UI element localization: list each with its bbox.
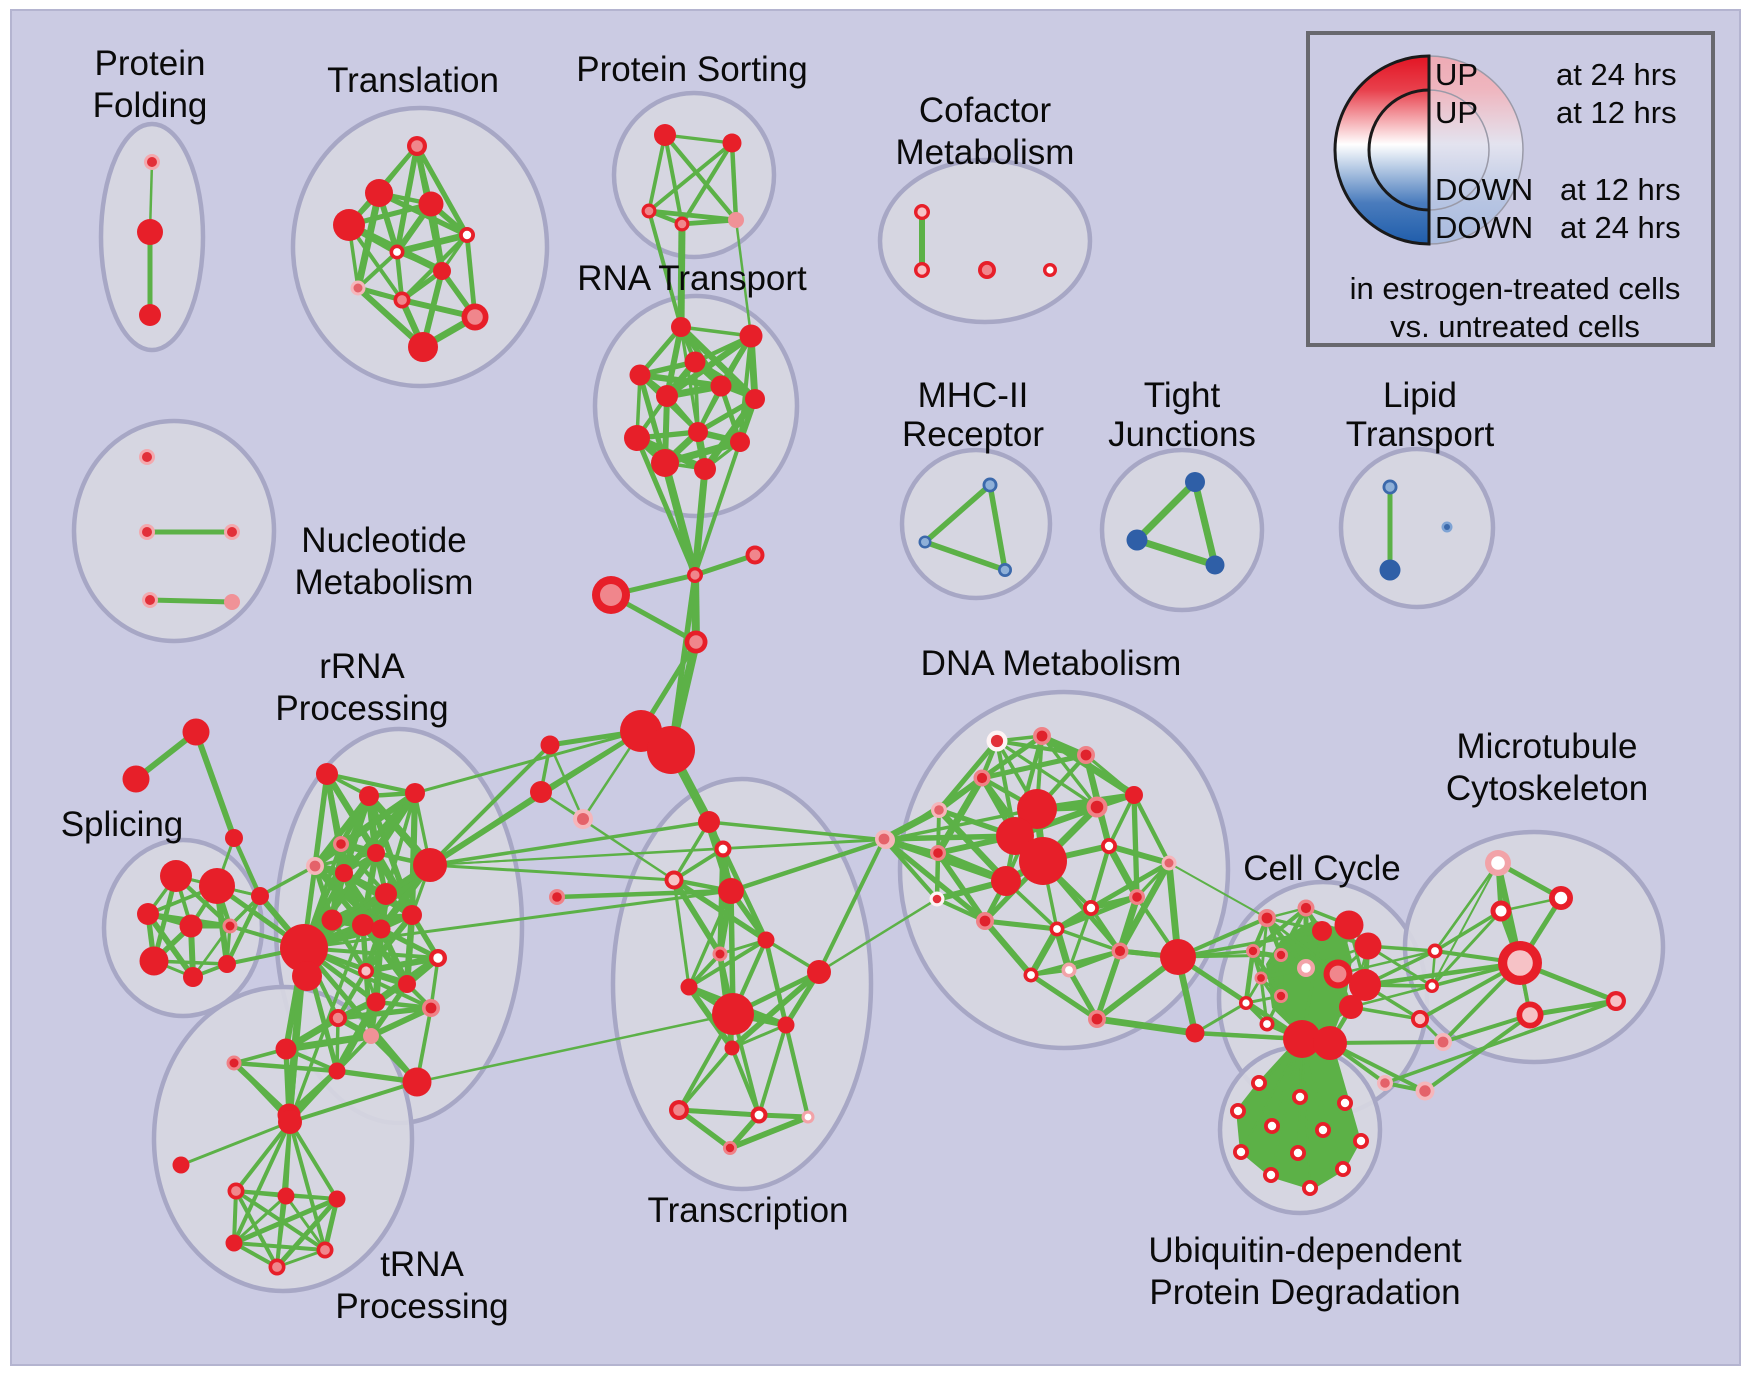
svg-text:DNA Metabolism: DNA Metabolism — [921, 644, 1182, 683]
svg-text:at 24 hrs: at 24 hrs — [1556, 57, 1677, 92]
svg-text:Tight: Tight — [1144, 376, 1221, 415]
svg-text:Processing: Processing — [335, 1287, 508, 1326]
svg-text:tRNA: tRNA — [380, 1245, 464, 1284]
svg-text:Cell Cycle: Cell Cycle — [1243, 849, 1401, 888]
svg-text:Folding: Folding — [93, 86, 208, 125]
svg-text:rRNA: rRNA — [319, 647, 405, 686]
svg-text:Cytoskeleton: Cytoskeleton — [1446, 769, 1648, 808]
svg-text:UP: UP — [1435, 95, 1478, 130]
svg-text:at 12 hrs: at 12 hrs — [1560, 172, 1681, 207]
svg-text:RNA Transport: RNA Transport — [577, 259, 807, 298]
svg-text:Receptor: Receptor — [902, 415, 1044, 454]
svg-text:UP: UP — [1435, 57, 1478, 92]
svg-text:Transcription: Transcription — [648, 1191, 849, 1230]
svg-text:Translation: Translation — [327, 61, 499, 100]
svg-text:Metabolism: Metabolism — [896, 133, 1075, 172]
svg-text:vs. untreated cells: vs. untreated cells — [1390, 309, 1640, 344]
svg-text:Nucleotide: Nucleotide — [301, 521, 466, 560]
svg-text:MHC-II: MHC-II — [918, 376, 1029, 415]
svg-text:Ubiquitin-dependent: Ubiquitin-dependent — [1148, 1231, 1462, 1270]
svg-text:Lipid: Lipid — [1383, 376, 1457, 415]
svg-text:DOWN: DOWN — [1435, 172, 1533, 207]
svg-text:Microtubule: Microtubule — [1457, 727, 1638, 766]
svg-text:Protein Degradation: Protein Degradation — [1149, 1273, 1460, 1312]
svg-text:DOWN: DOWN — [1435, 210, 1533, 245]
svg-text:at 12 hrs: at 12 hrs — [1556, 95, 1677, 130]
svg-text:Protein Sorting: Protein Sorting — [576, 50, 808, 89]
svg-text:Junctions: Junctions — [1108, 415, 1256, 454]
svg-text:in estrogen-treated cells: in estrogen-treated cells — [1350, 271, 1681, 306]
svg-text:Cofactor: Cofactor — [919, 91, 1052, 130]
svg-text:Protein: Protein — [95, 44, 206, 83]
svg-text:Metabolism: Metabolism — [295, 563, 474, 602]
svg-text:at 24 hrs: at 24 hrs — [1560, 210, 1681, 245]
svg-text:Processing: Processing — [275, 689, 448, 728]
svg-text:Transport: Transport — [1346, 415, 1495, 454]
svg-text:Splicing: Splicing — [61, 805, 184, 844]
